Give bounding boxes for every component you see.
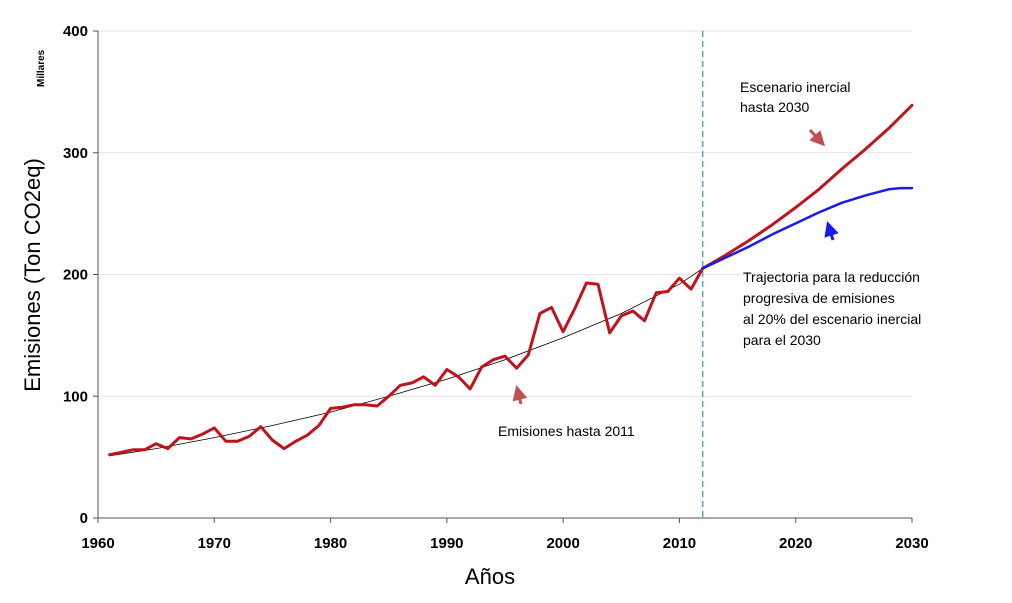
annotation-historic: Emisiones hasta 2011 xyxy=(498,385,635,439)
x-tick-label-2000: 2000 xyxy=(546,535,579,552)
annotation-historic-line-1: Emisiones hasta 2011 xyxy=(498,423,635,439)
axes xyxy=(93,30,913,523)
series-historic-emissions xyxy=(108,266,705,457)
annotation-inertial-arrow xyxy=(808,128,826,147)
y-tick-label-200: 200 xyxy=(63,267,88,284)
annotation-reduction-line-4: para el 2030 xyxy=(743,332,821,348)
annotation-inertial-line-2: hasta 2030 xyxy=(740,99,809,115)
y-tick-label-400: 400 xyxy=(63,23,88,40)
annotation-reduction-line-3: al 20% del escenario inercial xyxy=(743,311,921,327)
x-tick-label-1990: 1990 xyxy=(430,535,463,552)
annotation-inertial: Escenario inercial hasta 2030 xyxy=(740,79,851,147)
x-axis-title: Años xyxy=(465,564,515,589)
x-tick-label-1970: 1970 xyxy=(198,535,231,552)
series-reduction-path xyxy=(701,186,914,270)
grid xyxy=(98,30,912,397)
series xyxy=(108,31,914,518)
x-tick-label-1980: 1980 xyxy=(314,535,347,552)
y-tick-label-100: 100 xyxy=(63,388,88,405)
tick-labels: 0 100 200 300 400 1960 1970 1980 1990 2000 2010 202… xyxy=(63,23,929,552)
annotation-reduction-line-2: progresiva de emisiones xyxy=(743,290,895,306)
series-trend-fit xyxy=(109,267,704,457)
x-tick-label-2030: 2030 xyxy=(895,535,928,552)
annotation-reduction-arrow xyxy=(824,221,839,241)
y-axis-title: Emisiones (Ton CO2eq) xyxy=(20,158,45,392)
y-tick-label-0: 0 xyxy=(80,510,88,527)
x-tick-label-2020: 2020 xyxy=(779,535,812,552)
x-tick-label-2010: 2010 xyxy=(663,535,696,552)
annotation-historic-arrow xyxy=(512,385,528,405)
y-tick-label-300: 300 xyxy=(63,145,88,162)
series-inertial-scenario xyxy=(701,103,914,270)
x-tick-label-1960: 1960 xyxy=(81,535,114,552)
annotation-reduction: Trajectoria para la reducción progresiva… xyxy=(743,221,921,348)
annotation-inertial-line-1: Escenario inercial xyxy=(740,79,851,95)
annotation-reduction-line-1: Trajectoria para la reducción xyxy=(743,269,920,285)
y-unit-label: Millares xyxy=(36,49,47,87)
